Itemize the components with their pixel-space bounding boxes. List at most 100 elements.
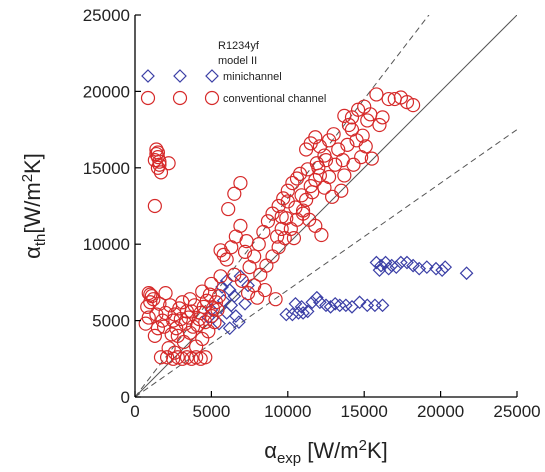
data-point-minichannel (279, 307, 294, 322)
data-point-conventional (219, 252, 234, 267)
data-point-minichannel (222, 283, 237, 297)
reference-line-dashed-2 (135, 129, 517, 397)
data-point-conventional (326, 127, 341, 142)
data-point-conventional (276, 191, 291, 206)
data-point-minichannel (406, 258, 420, 273)
data-point-conventional (216, 247, 231, 262)
x-tick-label: 10000 (264, 402, 311, 421)
data-point-conventional (372, 117, 387, 133)
axes (134, 15, 517, 398)
data-point-conventional (167, 307, 182, 322)
data-point-conventional (234, 273, 250, 288)
data-point-conventional (211, 289, 227, 304)
data-point-conventional (152, 157, 167, 172)
data-point-conventional (280, 183, 295, 198)
data-point-minichannel (381, 261, 396, 276)
data-point-minichannel (300, 304, 315, 319)
y-tick-label: 25000 (83, 6, 130, 25)
data-point-minichannel (400, 255, 414, 270)
data-point-conventional (227, 186, 242, 201)
data-point-conventional (149, 146, 164, 162)
data-point-conventional (292, 166, 308, 182)
legend-marker-circle (172, 90, 188, 106)
x-tick-label: 15000 (341, 402, 388, 421)
data-point-conventional (405, 98, 421, 113)
data-point-minichannel (345, 299, 359, 314)
data-point-conventional (247, 249, 262, 264)
data-point-conventional (158, 305, 173, 321)
data-point-conventional (364, 151, 379, 166)
legend-item-minichannel: minichannel (141, 69, 282, 83)
data-point-minichannel (212, 316, 226, 331)
data-point-conventional (285, 175, 300, 191)
data-point-conventional (355, 128, 370, 143)
legend-item-conventional: conventional channel (140, 90, 326, 106)
data-points (138, 87, 474, 366)
x-axis-title: αexp [W/m2K] (264, 437, 387, 467)
data-point-minichannel (285, 307, 300, 322)
annotation: R1234yf model II (218, 40, 260, 67)
data-point-conventional (147, 153, 162, 168)
data-point-conventional (321, 169, 337, 185)
data-point-conventional (152, 296, 167, 311)
data-point-minichannel (389, 260, 404, 274)
data-point-conventional (346, 157, 361, 172)
data-point-conventional (237, 244, 253, 259)
data-point-conventional (213, 243, 228, 258)
reference-line-solid-0 (135, 15, 517, 397)
data-point-minichannel (419, 260, 434, 274)
data-point-conventional (143, 295, 158, 310)
legend: minichannel conventional channel (140, 69, 326, 106)
data-point-conventional (239, 234, 254, 249)
data-point-conventional (360, 113, 375, 128)
data-point-conventional (328, 157, 343, 172)
data-point-conventional (221, 201, 236, 217)
data-point-conventional (375, 110, 390, 125)
annotation-line-1: R1234yf (218, 40, 260, 52)
data-point-minichannel (232, 315, 246, 329)
data-point-conventional (308, 130, 323, 145)
data-point-minichannel (241, 278, 255, 293)
data-point-minichannel (368, 298, 382, 313)
data-point-conventional (213, 269, 228, 284)
data-point-conventional (210, 302, 225, 318)
data-point-minichannel (352, 295, 367, 310)
data-point-conventional (253, 267, 268, 282)
annotation-line-2: model II (218, 55, 257, 67)
data-point-conventional (294, 188, 309, 203)
data-point-conventional (158, 285, 173, 301)
data-point-conventional (358, 139, 373, 154)
data-point-conventional (233, 175, 248, 191)
data-point-conventional (289, 171, 305, 186)
data-point-conventional (150, 321, 166, 336)
data-point-conventional (341, 117, 357, 133)
data-point-minichannel (309, 290, 324, 305)
data-point-conventional (334, 183, 349, 198)
data-point-conventional (198, 350, 213, 365)
data-point-conventional (257, 282, 272, 298)
x-tick-label: 25000 (493, 402, 540, 421)
data-point-conventional (369, 87, 384, 102)
data-point-conventional (233, 218, 248, 233)
data-point-conventional (195, 284, 210, 299)
ticks: 0 5000 10000 15000 20000 25000 0 5000 10000 15000… (83, 6, 541, 421)
data-point-minichannel (435, 263, 449, 278)
data-point-conventional (311, 160, 326, 175)
data-point-conventional (265, 249, 280, 264)
data-point-conventional (271, 198, 286, 214)
legend-label-conventional: conventional channel (223, 93, 326, 105)
data-point-minichannel (332, 298, 347, 313)
data-point-conventional (337, 168, 352, 183)
data-point-conventional (314, 227, 329, 243)
data-point-conventional (147, 198, 162, 214)
legend-marker-diamond (141, 69, 155, 83)
y-axis-title: αth[W/m2K] (19, 153, 49, 259)
data-point-conventional (270, 229, 285, 244)
x-tick-label: 0 (130, 402, 139, 421)
data-point-conventional (155, 313, 170, 328)
data-point-minichannel (228, 309, 243, 323)
data-point-conventional (143, 287, 158, 302)
y-tick-label: 20000 (83, 82, 130, 101)
data-point-conventional (167, 345, 182, 360)
